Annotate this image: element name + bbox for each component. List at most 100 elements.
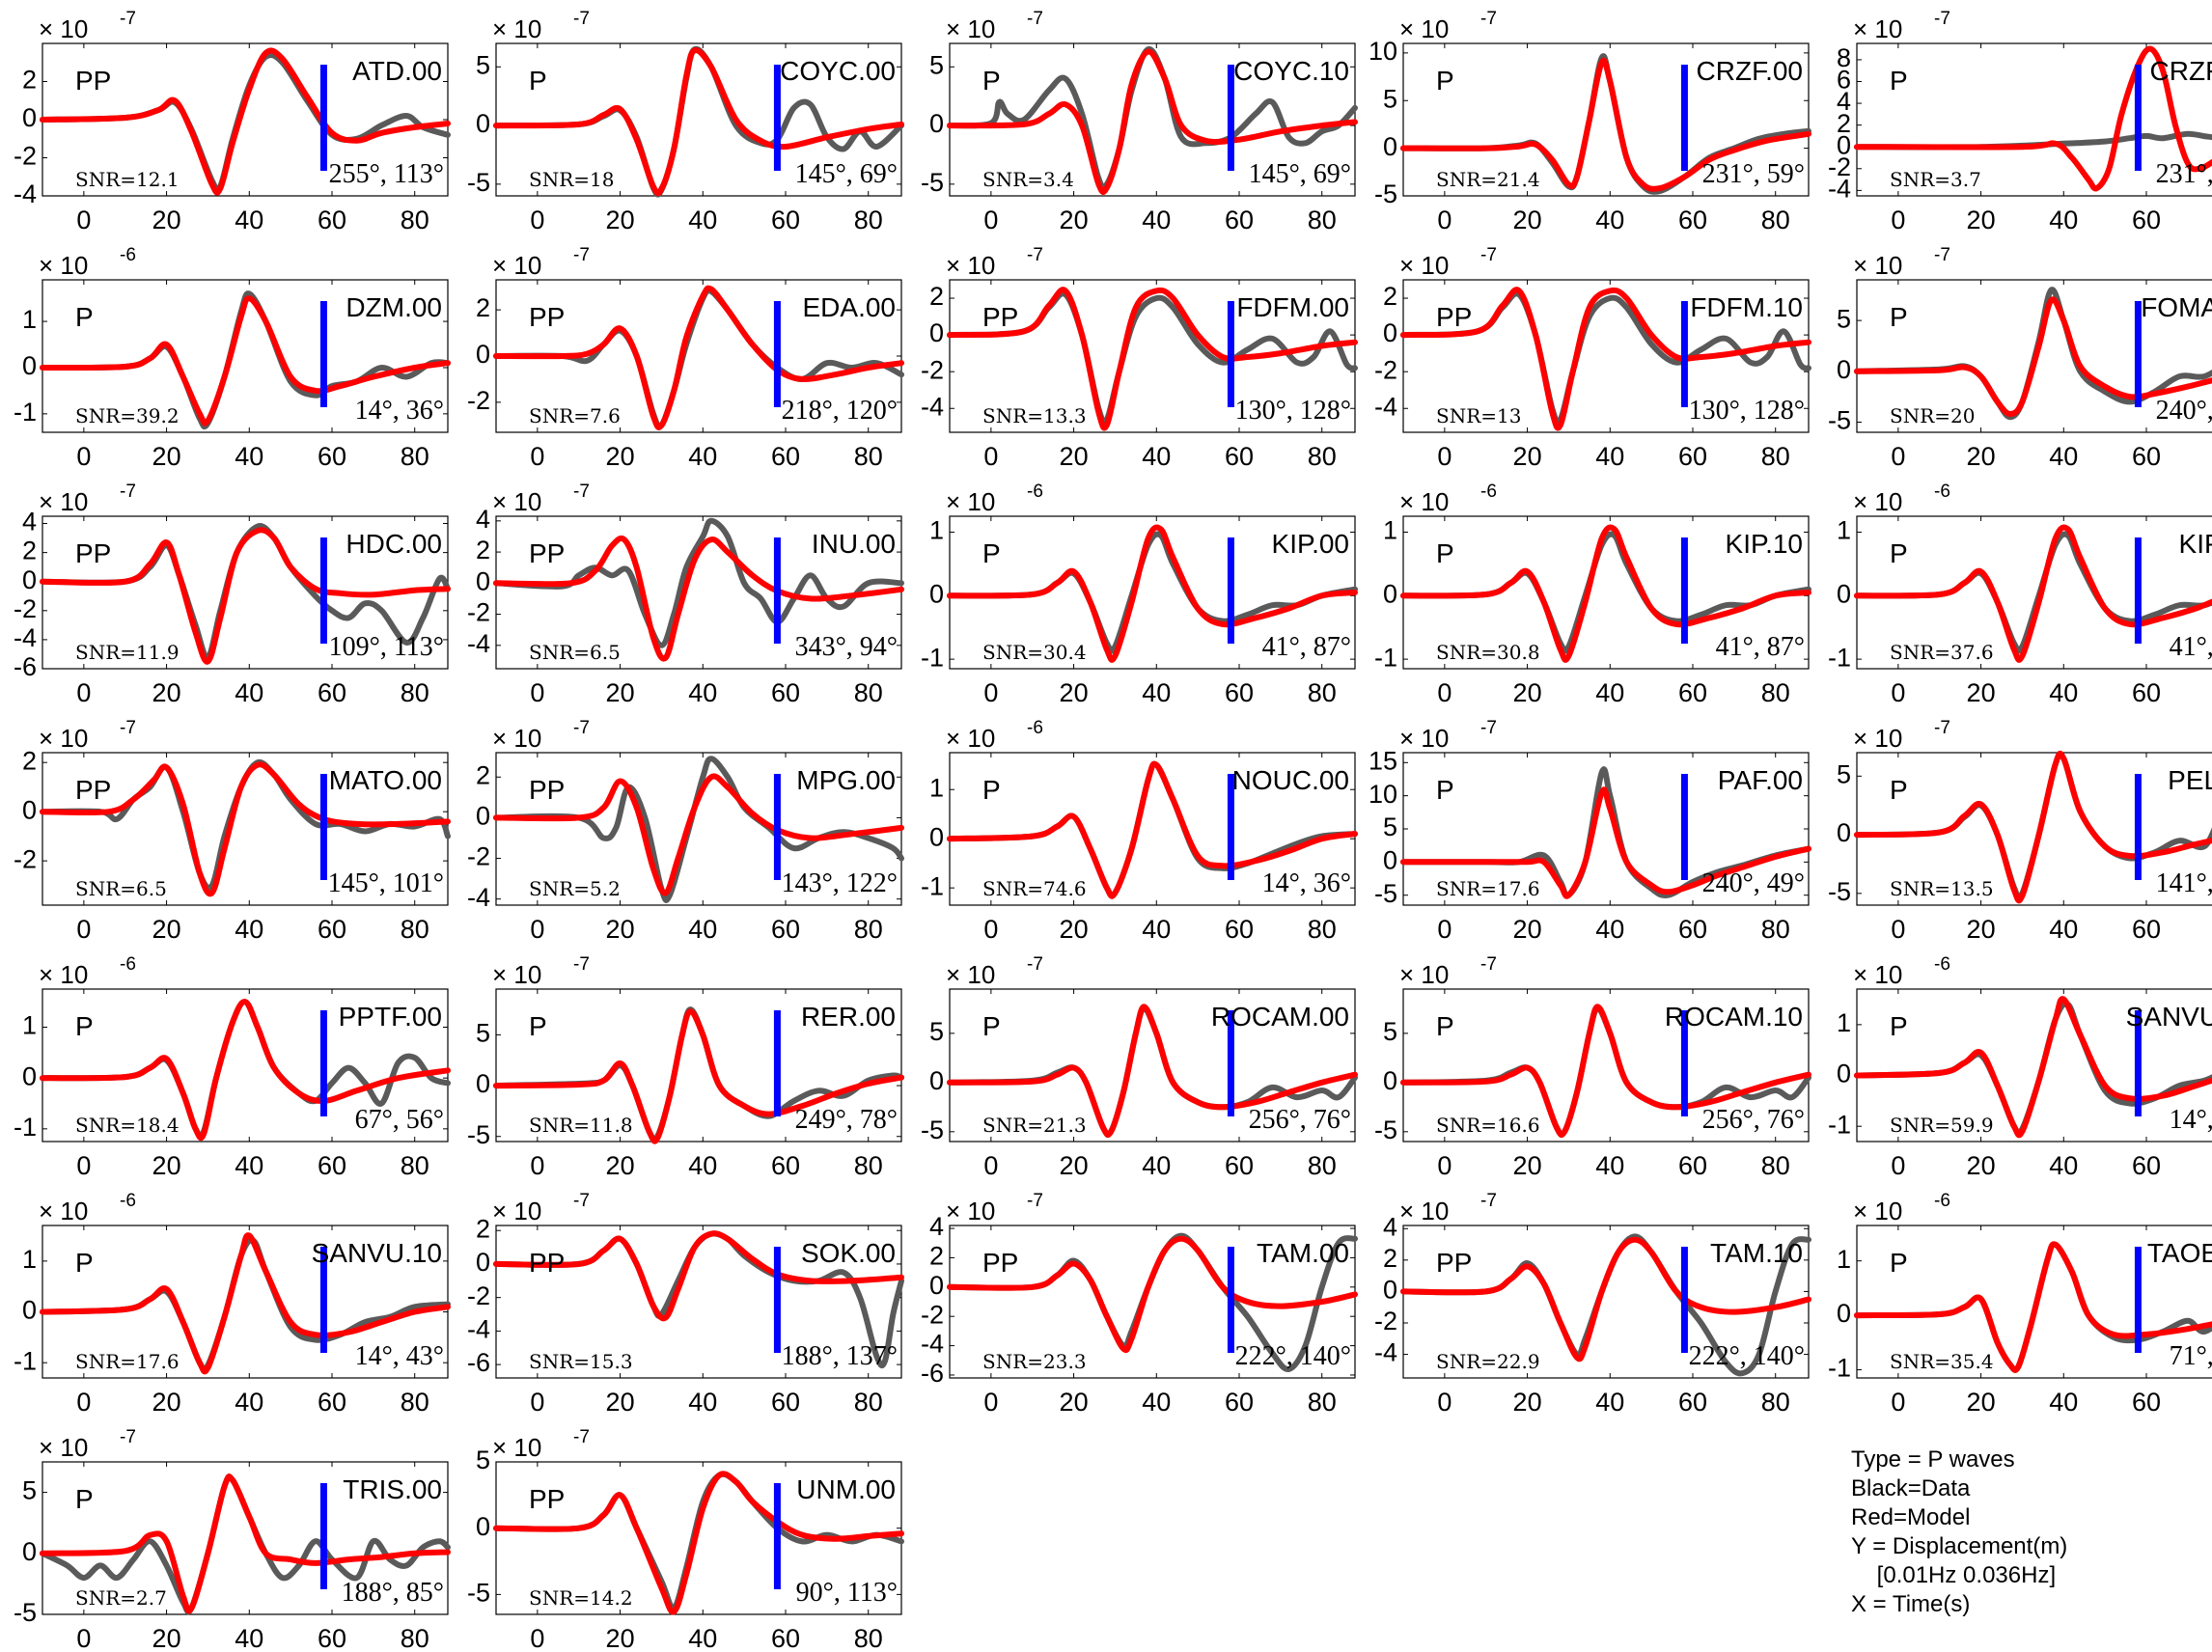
x-tick-label: 20 (1967, 1388, 1996, 1417)
axes-frame (495, 1225, 902, 1379)
data-trace (1400, 766, 1811, 899)
phase-label: P (1890, 66, 1908, 96)
y-tick-label: 2 (476, 536, 490, 564)
x-tick-label: 80 (1308, 442, 1337, 471)
legend-y-axis: Y = Displacement(m) (1851, 1533, 2068, 1559)
x-tick-label: 0 (530, 442, 544, 471)
x-tick-label: 60 (1225, 915, 1254, 944)
station-label: INU.00 (812, 529, 896, 559)
x-tick-label: 40 (235, 1624, 263, 1652)
axes-frame (949, 752, 1356, 906)
y-tick-label: -6 (921, 1359, 944, 1388)
y-tick-label: 5 (1383, 812, 1397, 841)
x-tick-label: 0 (530, 915, 544, 944)
phase-label: P (1890, 538, 1908, 568)
x-tick-label: 80 (854, 1151, 883, 1180)
x-tick-label: 60 (1225, 442, 1254, 471)
y-tick-label: -5 (1374, 179, 1397, 208)
x-tick-label: 20 (152, 442, 181, 471)
phase-label: PP (1436, 1248, 1472, 1278)
subplot-mpg-00: 0 20 40 60 80 -4 -2 0 2× 10 -7 PP MPG.00 SNR=5.2 143°… (467, 718, 904, 944)
model-trace (493, 1008, 904, 1144)
y-tick-label: 5 (22, 1476, 37, 1505)
subplot-rocam-00: 0 20 40 60 80 -5 0 5× 10 -7 P ROCAM.00 SNR=21.3 256°… (921, 954, 1358, 1180)
phase-label: P (529, 66, 547, 96)
phase-label: P (75, 1484, 94, 1514)
azimuth-distance-label: 67°, 56° (355, 1105, 444, 1135)
y-exponent-label: × 10 (946, 251, 995, 280)
x-tick-label: 20 (152, 1151, 181, 1180)
y-tick-label: 5 (476, 50, 490, 79)
x-tick-label: 60 (318, 1624, 346, 1652)
y-exponent-label: × 10 (39, 960, 88, 989)
x-tick-label: 80 (401, 1624, 429, 1652)
station-label: TAOE.00 (2147, 1238, 2212, 1268)
x-tick-label: 20 (1060, 1388, 1089, 1417)
subplot-crzf-00: 0 20 40 60 80 -5 0 5 10× 10 -7 P CRZF.00 SNR=21.4 231… (1369, 9, 1811, 234)
subplot-dzm-00: 0 20 40 60 80 -1 0 1× 10 -6 P DZM.00 SNR=39.2 14°, 3… (14, 245, 451, 471)
subplot-fdfm-10: 0 20 40 60 80 -4 -2 0 2× 10 -7 PP FDFM.10 SNR=13 130°… (1374, 245, 1811, 471)
x-tick-label: 40 (235, 206, 263, 234)
station-label: CRZF.00 (1697, 56, 1803, 86)
y-tick-label: 2 (1837, 109, 1851, 138)
y-tick-label: 0 (929, 1066, 944, 1095)
model-trace (947, 1235, 1358, 1354)
y-exponent-value: -7 (1480, 9, 1497, 29)
model-trace (40, 295, 451, 427)
y-tick-label: 6 (1837, 66, 1851, 95)
y-exponent-value: -6 (120, 245, 136, 265)
phase-label: P (75, 1248, 94, 1278)
y-tick-label: -2 (1374, 355, 1397, 384)
x-tick-label: 60 (771, 1624, 800, 1652)
legend-type: Type = P waves (1851, 1446, 2015, 1473)
azimuth-distance-label: 90°, 113° (796, 1578, 898, 1608)
x-tick-label: 40 (1595, 206, 1624, 234)
phase-label: P (75, 302, 94, 332)
phase-label: P (982, 538, 1001, 568)
y-exponent-label: × 10 (1853, 487, 1902, 516)
y-exponent-value: -7 (120, 482, 136, 502)
snr-label: SNR=18.4 (75, 1114, 180, 1137)
y-tick-label: 0 (476, 1512, 490, 1541)
y-tick-label: 10 (1369, 780, 1397, 809)
x-tick-label: 0 (983, 206, 998, 234)
azimuth-distance-label: 231°, 59° (1702, 159, 1805, 189)
x-tick-label: 20 (1060, 915, 1089, 944)
snr-label: SNR=17.6 (1436, 877, 1540, 900)
y-tick-label: -1 (921, 871, 944, 900)
snr-label: SNR=35.4 (1890, 1350, 1994, 1373)
snr-label: SNR=13.5 (1890, 877, 1994, 900)
y-tick-label: -4 (1374, 392, 1397, 421)
x-tick-label: 40 (235, 1151, 263, 1180)
y-exponent-value: -6 (1934, 954, 1950, 975)
y-exponent-value: -6 (120, 954, 136, 975)
y-exponent-value: -7 (573, 9, 590, 29)
y-exponent-value: -7 (1480, 954, 1497, 975)
subplot-tris-00: 0 20 40 60 80 -5 0 5× 10 -7 P TRIS.00 SNR=2.7 188°, … (14, 1427, 451, 1652)
station-label: DZM.00 (346, 292, 442, 322)
y-exponent-value: -7 (1027, 1191, 1043, 1211)
x-tick-label: 0 (530, 1151, 544, 1180)
legend-data-color: Black=Data (1851, 1475, 1971, 1501)
y-exponent-value: -6 (1027, 718, 1043, 738)
y-tick-label: -5 (14, 1598, 37, 1627)
axes-frame (41, 988, 449, 1143)
y-tick-label: -2 (467, 386, 490, 415)
x-tick-label: 20 (1513, 442, 1542, 471)
x-tick-label: 0 (1437, 1388, 1452, 1417)
y-tick-label: -1 (14, 398, 37, 427)
phase-label: PP (75, 66, 111, 96)
x-tick-label: 0 (530, 1624, 544, 1652)
x-tick-label: 40 (1595, 1388, 1624, 1417)
x-tick-label: 0 (530, 206, 544, 234)
y-tick-label: -1 (14, 1346, 37, 1375)
station-label: PEL.00 (2168, 765, 2212, 795)
x-tick-label: 20 (1513, 1151, 1542, 1180)
snr-label: SNR=30.4 (982, 641, 1087, 664)
azimuth-distance-label: 109°, 113° (329, 632, 444, 662)
x-tick-label: 60 (1678, 442, 1707, 471)
x-tick-label: 80 (1308, 1151, 1337, 1180)
model-trace (1854, 750, 2212, 904)
model-trace (1854, 996, 2212, 1139)
